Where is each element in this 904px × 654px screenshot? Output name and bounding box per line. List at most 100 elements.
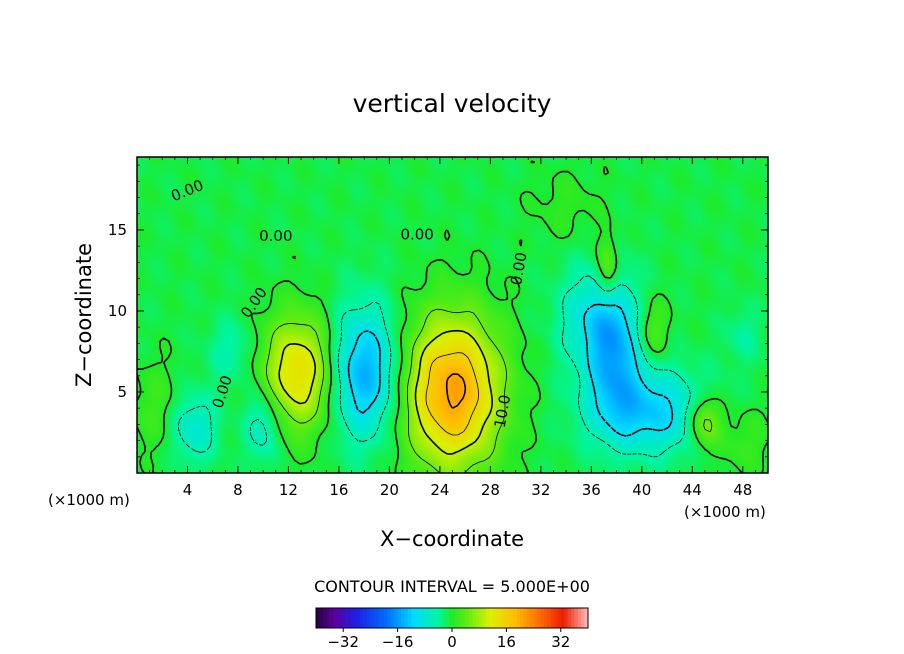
y-axis-label: Z−coordinate xyxy=(72,243,96,387)
colorbar-swatch xyxy=(462,608,466,628)
x-tick-label: 20 xyxy=(380,481,399,499)
contour-label: 0.00 xyxy=(259,227,292,245)
x-tick-label: 40 xyxy=(632,481,651,499)
y-tick-label: 10 xyxy=(108,302,127,320)
contour-interval-text: CONTOUR INTERVAL = 5.000E+00 xyxy=(314,577,590,596)
x-axis-label: X−coordinate xyxy=(380,527,524,551)
x-tick-label: 48 xyxy=(733,481,752,499)
y-axis: 5 10 15 xyxy=(108,164,768,458)
heatmap-image xyxy=(137,157,768,473)
contour-level--10 xyxy=(347,303,674,437)
colorbar-swatch xyxy=(431,608,436,628)
colorbar-swatch xyxy=(353,608,358,628)
colorbar-swatch xyxy=(533,608,538,628)
colorbar-swatch xyxy=(435,608,439,628)
contour-label: 0.00 xyxy=(507,251,531,287)
colorbar-swatch xyxy=(414,608,419,628)
colorbar-tick-label: 0 xyxy=(447,633,457,651)
colorbar-swatch xyxy=(377,608,381,628)
contour-label: 0.00 xyxy=(400,225,433,243)
colorbar-swatch xyxy=(411,608,415,628)
contour-label: 10.0 xyxy=(491,393,515,429)
colorbar-swatch xyxy=(397,608,402,628)
colorbar-swatch xyxy=(394,608,398,628)
colorbar-swatch xyxy=(401,608,405,628)
colorbar-swatch xyxy=(346,608,351,628)
colorbar-swatch xyxy=(448,608,453,628)
colorbar-swatch xyxy=(343,608,347,628)
colorbar-swatch xyxy=(513,608,517,628)
colorbar-swatch xyxy=(356,608,361,628)
z-unit-label: (×1000 m) xyxy=(48,491,130,509)
y-tick-label: 15 xyxy=(108,221,127,239)
x-tick-label: 12 xyxy=(279,481,298,499)
colorbar-swatch xyxy=(319,608,324,628)
colorbar-swatch xyxy=(492,608,497,628)
x-tick-label: 4 xyxy=(183,481,193,499)
colorbar: −32 −16 0 16 32 xyxy=(315,607,589,651)
colorbar-swatch xyxy=(438,608,443,628)
colorbar-swatch xyxy=(496,608,500,628)
colorbar-swatch xyxy=(424,608,429,628)
x-tick-label: 28 xyxy=(481,481,500,499)
colorbar-swatches xyxy=(316,608,589,628)
contour-level-10 xyxy=(278,329,493,455)
colorbar-swatch xyxy=(336,608,341,628)
colorbar-swatch xyxy=(316,608,320,628)
colorbar-swatch xyxy=(537,608,541,628)
colorbar-swatch xyxy=(407,608,412,628)
colorbar-swatch xyxy=(550,608,555,628)
colorbar-swatch xyxy=(479,608,483,628)
colorbar-swatch xyxy=(452,608,456,628)
colorbar-swatch xyxy=(567,608,572,628)
contour-level-0 xyxy=(137,160,768,473)
colorbar-swatch xyxy=(574,608,579,628)
colorbar-swatch xyxy=(380,608,385,628)
contour-level-5 xyxy=(266,308,713,473)
colorbar-swatch xyxy=(571,608,575,628)
colorbar-swatch xyxy=(418,608,422,628)
colorbar-swatch xyxy=(482,608,487,628)
colorbar-swatch xyxy=(503,608,507,628)
colorbar-swatch xyxy=(404,608,409,628)
colorbar-swatch xyxy=(472,608,477,628)
colorbar-ticks: −32 −16 0 16 32 xyxy=(327,628,570,651)
colorbar-swatch xyxy=(543,608,548,628)
colorbar-swatch xyxy=(509,608,514,628)
colorbar-swatch xyxy=(326,608,330,628)
colorbar-swatch xyxy=(499,608,504,628)
colorbar-swatch xyxy=(387,608,392,628)
colorbar-swatch xyxy=(428,608,432,628)
colorbar-swatch xyxy=(455,608,460,628)
colorbar-tick-label: −32 xyxy=(327,633,359,651)
colorbar-swatch xyxy=(520,608,524,628)
colorbar-swatch xyxy=(465,608,470,628)
chart-title: vertical velocity xyxy=(353,89,552,118)
colorbar-swatch xyxy=(445,608,449,628)
colorbar-swatch xyxy=(489,608,494,628)
colorbar-swatch xyxy=(526,608,531,628)
colorbar-swatch xyxy=(441,608,446,628)
colorbar-tick-label: 16 xyxy=(497,633,516,651)
colorbar-swatch xyxy=(577,608,582,628)
contour-level-20 xyxy=(445,373,467,409)
colorbar-swatch xyxy=(363,608,368,628)
y-tick-label: 5 xyxy=(117,383,127,401)
colorbar-swatch xyxy=(373,608,378,628)
colorbar-swatch xyxy=(584,608,589,628)
colorbar-swatch xyxy=(530,608,534,628)
colorbar-swatch xyxy=(390,608,395,628)
colorbar-swatch xyxy=(554,608,558,628)
colorbar-swatch xyxy=(469,608,473,628)
x-tick-label: 44 xyxy=(683,481,702,499)
colorbar-swatch xyxy=(516,608,521,628)
colorbar-swatch xyxy=(384,608,388,628)
x-tick-label: 8 xyxy=(233,481,243,499)
colorbar-swatch xyxy=(458,608,463,628)
colorbar-swatch xyxy=(506,608,511,628)
contour-level-15 xyxy=(425,352,479,436)
colorbar-swatch xyxy=(367,608,371,628)
colorbar-swatch xyxy=(523,608,528,628)
